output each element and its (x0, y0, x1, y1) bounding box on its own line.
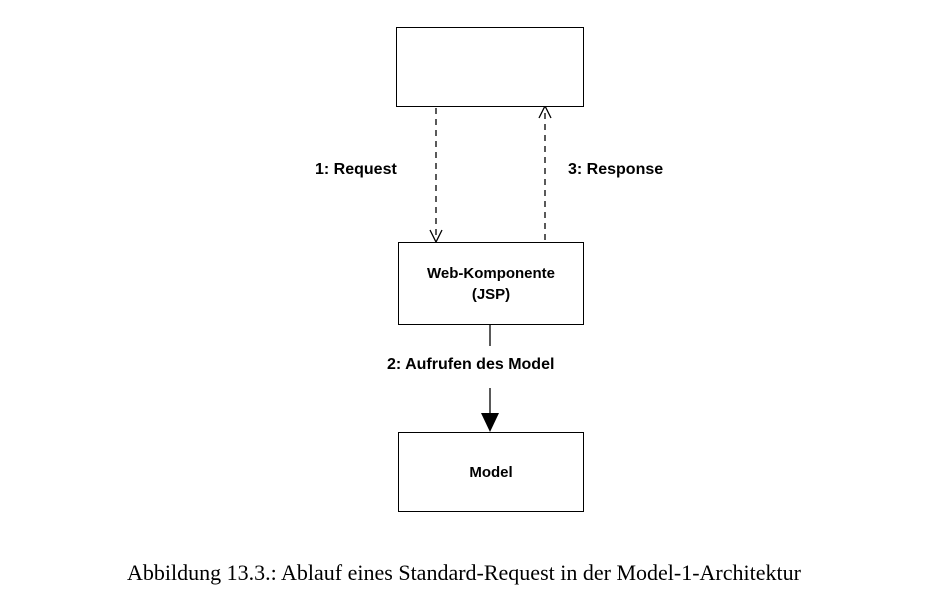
model-box: Model (398, 432, 584, 512)
response-label: 3: Response (568, 161, 664, 178)
call-model-arrow-head (481, 413, 499, 432)
call-model-label: 2: Aufrufen des Model (387, 356, 555, 373)
figure-caption: Abbildung 13.3.: Ablauf eines Standard-R… (127, 560, 801, 585)
web-component-box: Web-Komponente (JSP) (398, 242, 584, 325)
web-component-label: Web-Komponente (JSP) (426, 264, 556, 303)
request-label: 1: Request (315, 161, 397, 178)
model-label: Model (469, 463, 513, 481)
client-box (396, 27, 584, 107)
